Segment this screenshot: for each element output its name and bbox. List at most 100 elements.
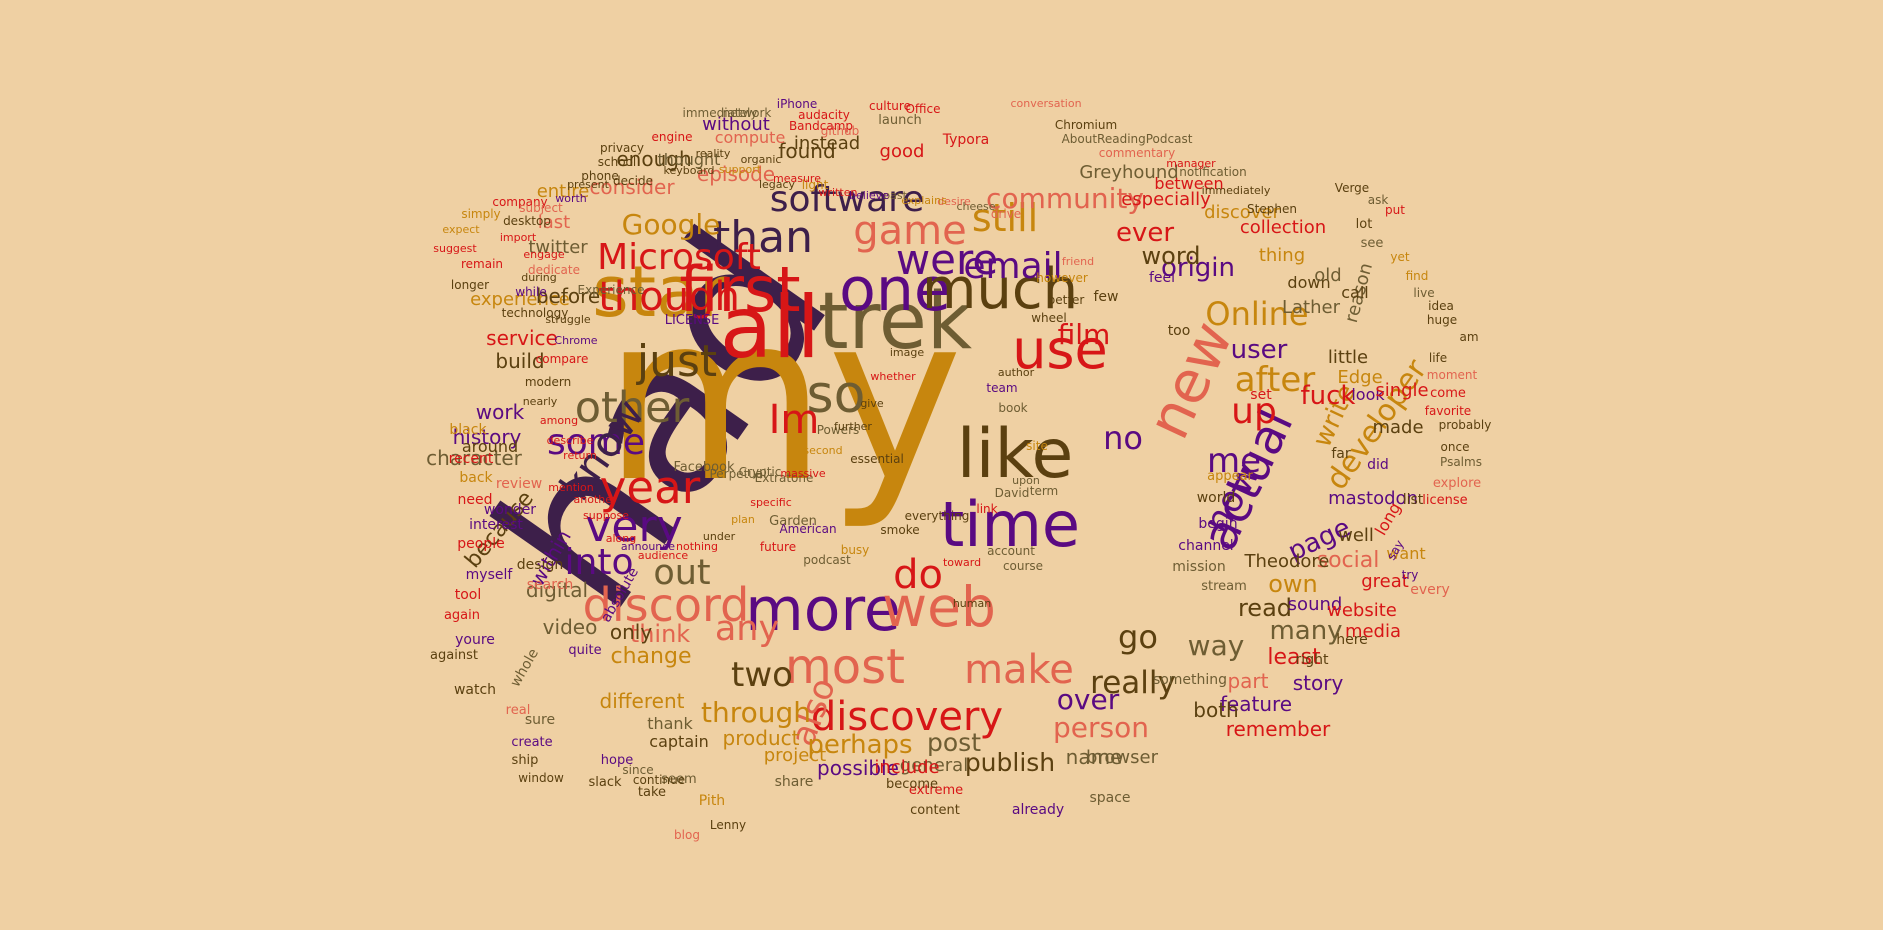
word-game: game: [853, 208, 967, 254]
word-chromium: Chromium: [1054, 118, 1118, 132]
word-favorite: favorite: [1424, 404, 1472, 418]
word-stephen: Stephen: [1247, 202, 1297, 216]
word-among: among: [539, 413, 579, 427]
word-like: like: [956, 415, 1074, 494]
word-im: Im: [768, 397, 820, 443]
word-media: media: [1344, 621, 1402, 642]
word-image: image: [889, 345, 925, 359]
word-want: want: [1386, 544, 1426, 563]
word-digital: digital: [525, 578, 589, 602]
word-social: social: [1316, 548, 1380, 573]
word-idea: idea: [1428, 299, 1454, 313]
word-human: human: [952, 596, 992, 610]
word-immediately: immediately: [682, 106, 758, 120]
word-service: service: [486, 326, 558, 350]
word-world: world: [1196, 490, 1236, 506]
word-especially: especially: [1121, 189, 1211, 210]
word-one: one: [839, 255, 951, 325]
word-commentary: commentary: [1098, 146, 1176, 160]
word-office: Office: [905, 102, 941, 116]
word-believe: believe: [849, 188, 889, 202]
word-great: great: [1361, 571, 1409, 592]
word-site: site: [1026, 439, 1048, 453]
word-person: person: [1053, 711, 1149, 744]
word-entire: entire: [536, 181, 590, 202]
word-lenny: Lenny: [709, 818, 747, 832]
word-think: think: [629, 620, 691, 648]
word-channel: channel: [1178, 538, 1234, 554]
word-watch: watch: [453, 682, 497, 698]
word-engine: engine: [651, 130, 693, 144]
word-browser: browser: [1085, 747, 1159, 768]
word-cheese: cheese: [956, 199, 996, 213]
word-seem: seem: [661, 771, 697, 787]
word-upon: upon: [1012, 473, 1040, 487]
word-use: use: [1012, 318, 1108, 381]
word-network: network: [722, 106, 772, 120]
word-tool: tool: [454, 587, 482, 603]
word-myself: myself: [465, 567, 513, 583]
word-present: present: [567, 177, 609, 191]
word-nearly: nearly: [522, 394, 558, 408]
word-search: search: [526, 577, 574, 593]
word-some: some: [547, 422, 645, 463]
word-explains: explains: [901, 193, 947, 207]
word-here: here: [1336, 632, 1368, 648]
word-part: part: [1227, 669, 1269, 693]
word-announce: announce: [620, 539, 676, 553]
word-wheel: wheel: [1031, 311, 1067, 325]
word-episode: episode: [696, 162, 776, 186]
word-real: real: [505, 702, 531, 718]
word-drive: drive: [990, 207, 1022, 221]
word-privacy: privacy: [599, 141, 645, 155]
word-ship: ship: [511, 752, 539, 768]
word-organic: organic: [740, 152, 782, 166]
word-against: against: [430, 647, 478, 663]
word-consider: consider: [589, 175, 675, 199]
word-yet: yet: [1390, 250, 1410, 264]
word-extreme: extreme: [908, 782, 964, 798]
word-course: course: [1002, 559, 1044, 573]
word-own: own: [1268, 570, 1318, 598]
word-describe: describe: [546, 433, 594, 447]
word-moment: moment: [1426, 368, 1478, 382]
word-subject: subject: [519, 201, 563, 215]
word-future: future: [759, 540, 797, 554]
word-online: Online: [1205, 295, 1309, 333]
word-over: over: [1056, 683, 1120, 716]
word-build: build: [495, 349, 545, 373]
word-verge: Verge: [1334, 181, 1370, 195]
word-nothing: nothing: [676, 539, 718, 553]
word-aboutreadingpodcast: AboutReadingPodcast: [1061, 132, 1193, 146]
word-modern: modern: [524, 375, 572, 389]
word-light: light: [801, 178, 829, 192]
word-instead: instead: [793, 133, 861, 154]
word-put: put: [1385, 203, 1405, 217]
word-much: much: [921, 257, 1079, 322]
word-history: history: [452, 425, 522, 449]
word-character: character: [426, 446, 522, 470]
word-dedicate: dedicate: [528, 263, 580, 277]
word-return: return: [563, 448, 597, 462]
word-my: my: [602, 266, 964, 533]
word-though: though: [598, 274, 740, 320]
word-general: general: [899, 755, 969, 776]
word-thank: thank: [647, 714, 693, 733]
word-give: give: [860, 396, 884, 410]
word-extratone: Extratone: [754, 471, 814, 485]
word-twitter: twitter: [528, 237, 588, 258]
word-massive: massive: [780, 466, 826, 480]
word-under: under: [702, 529, 736, 543]
word-well: well: [1338, 525, 1374, 546]
word-culture: culture: [869, 99, 911, 113]
word-stream: stream: [1201, 578, 1247, 594]
word-captain: captain: [649, 732, 709, 751]
word-sure: sure: [524, 712, 556, 728]
word-perhaps: perhaps: [807, 730, 913, 760]
word-desire: desire: [937, 194, 971, 208]
word-possible: possible: [817, 756, 899, 780]
word-before: before: [535, 284, 601, 308]
word-remain: remain: [460, 257, 504, 271]
word-written: written: [818, 185, 858, 199]
word-expect: expect: [442, 222, 480, 236]
